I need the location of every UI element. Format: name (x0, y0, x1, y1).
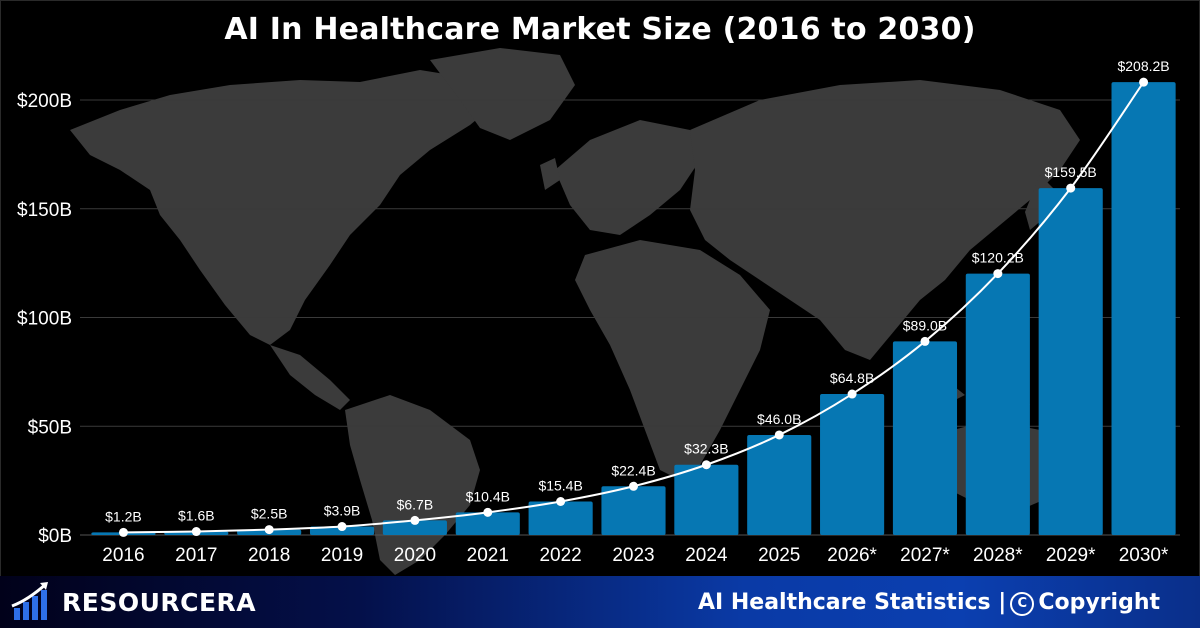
data-label-2028*: $120.2B (972, 250, 1024, 266)
data-label-2019: $3.9B (324, 503, 361, 519)
bar-2021 (455, 512, 520, 535)
data-label-2016: $1.2B (105, 508, 142, 524)
bar-2028* (965, 273, 1030, 535)
x-tick-label-2021: 2021 (467, 545, 509, 566)
trend-point-2016 (118, 527, 128, 537)
data-label-2030*: $208.2B (1117, 58, 1169, 74)
trend-point-2024 (701, 460, 711, 470)
data-label-2017: $1.6B (178, 508, 215, 524)
y-tick-label-0: $0B (38, 526, 72, 547)
x-tick-label-2018: 2018 (248, 545, 290, 566)
data-label-2023: $22.4B (611, 462, 655, 478)
bar-2022 (528, 501, 593, 535)
bar-2020 (382, 520, 447, 535)
x-tick-label-2026*: 2026* (827, 545, 877, 566)
trend-point-2018 (264, 525, 274, 535)
footer-copyright-text: Copyright (1038, 590, 1160, 615)
x-tick-label-2028*: 2028* (973, 545, 1023, 566)
x-tick-label-2020: 2020 (394, 545, 436, 566)
data-labels: $1.2B $1.6B $2.5B $3.9B $6.7B $10.4B $15.4B $22… (105, 58, 1170, 524)
y-axis: $0B $50B $100B $150B $200B (17, 91, 72, 547)
bar-2027* (892, 341, 958, 535)
resourcera-logo-icon (11, 582, 48, 620)
bar-2029* (1038, 188, 1103, 535)
x-tick-label-2019: 2019 (321, 545, 363, 566)
x-tick-label-2029*: 2029* (1046, 545, 1096, 566)
trend-point-2030* (1139, 77, 1149, 87)
footer-caption: AI Healthcare Statistics | C Copyright (698, 590, 1160, 616)
trend-point-2029* (1066, 183, 1076, 193)
trend-point-2021 (483, 507, 493, 517)
data-label-2018: $2.5B (251, 506, 288, 522)
x-tick-label-2027*: 2027* (900, 545, 950, 566)
trend-point-2027* (920, 336, 930, 346)
x-tick-label-2030*: 2030* (1119, 545, 1169, 566)
bar-2030* (1111, 82, 1176, 535)
data-label-2020: $6.7B (397, 496, 434, 512)
trend-point-2020 (410, 515, 420, 525)
x-tick-label-2017: 2017 (175, 545, 217, 566)
data-label-2022: $15.4B (538, 478, 582, 494)
x-tick-label-2024: 2024 (685, 545, 728, 566)
bar-2023 (601, 486, 666, 535)
x-tick-label-2016: 2016 (102, 545, 144, 566)
x-tick-label-2022: 2022 (539, 545, 581, 566)
y-tick-label-50: $50B (28, 417, 72, 438)
brand-name: RESOURCERA (62, 588, 257, 617)
footer-banner: RESOURCERA AI Healthcare Statistics | C Co… (0, 576, 1200, 628)
y-tick-label-200: $200B (17, 91, 72, 112)
trend-point-2022 (556, 497, 566, 507)
x-tick-label-2023: 2023 (612, 545, 654, 566)
data-label-2027*: $89.0B (903, 317, 947, 333)
trend-point-2026* (847, 389, 857, 399)
y-tick-label-150: $150B (17, 200, 72, 221)
trend-point-2023 (629, 481, 638, 491)
trend-point-2025 (774, 430, 784, 440)
x-tick-label-2025: 2025 (758, 545, 800, 566)
x-axis: 2016 2017 2018 2019 2020 2021 2022 2023 2024 2025… (102, 545, 1169, 566)
bar-2024 (674, 464, 739, 535)
trend-point-2017 (191, 527, 201, 537)
chart-title: AI In Healthcare Market Size (2016 to 20… (224, 12, 976, 47)
copyright-icon: C (1010, 592, 1035, 616)
trend-point-2028* (993, 269, 1003, 279)
y-tick-label-100: $100B (17, 309, 72, 330)
bars (91, 82, 1176, 535)
bar-2025 (747, 434, 812, 535)
bar-2026* (820, 394, 885, 535)
data-label-2025: $46.0B (757, 411, 801, 427)
data-label-2021: $10.4B (466, 488, 510, 504)
trend-line (118, 77, 1149, 537)
data-label-2024: $32.3B (684, 441, 728, 457)
data-label-2026*: $64.8B (830, 370, 874, 386)
data-label-2029*: $159.5B (1045, 164, 1097, 180)
trend-point-2019 (337, 522, 347, 532)
footer-left-text: AI Healthcare Statistics | (697, 590, 1007, 615)
bar-chart: $0B$50B$100B$150B$200B 2016 2017 2018 2019 2… (17, 48, 1180, 575)
